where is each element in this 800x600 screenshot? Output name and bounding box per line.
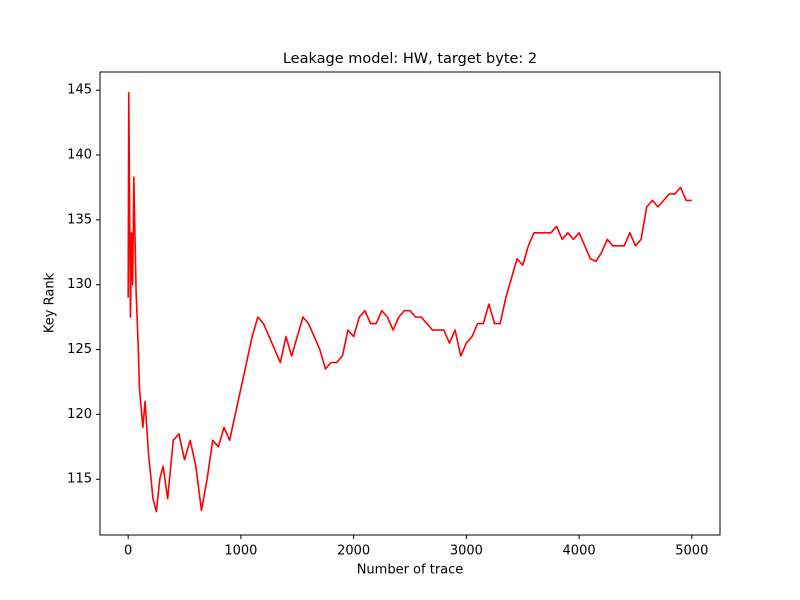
y-tick-label: 140 (67, 148, 92, 163)
x-tick-label: 3000 (450, 544, 483, 559)
x-tick-label: 5000 (675, 544, 708, 559)
chart-title: Leakage model: HW, target byte: 2 (283, 51, 537, 67)
x-tick-label: 2000 (337, 544, 370, 559)
y-tick-label: 125 (67, 342, 92, 357)
y-axis-label: Key Rank (43, 272, 58, 333)
y-tick-label: 135 (67, 212, 92, 227)
y-tick-label: 120 (67, 407, 92, 422)
y-tick-label: 130 (67, 277, 92, 292)
x-axis-label: Number of trace (357, 563, 464, 578)
x-tick-label: 0 (124, 544, 132, 559)
x-tick-label: 1000 (224, 544, 257, 559)
plot-frame (99, 71, 721, 536)
x-tick-label: 4000 (563, 544, 596, 559)
data-line (127, 91, 692, 513)
y-tick-label: 115 (67, 472, 92, 487)
y-tick-label: 145 (67, 83, 92, 98)
